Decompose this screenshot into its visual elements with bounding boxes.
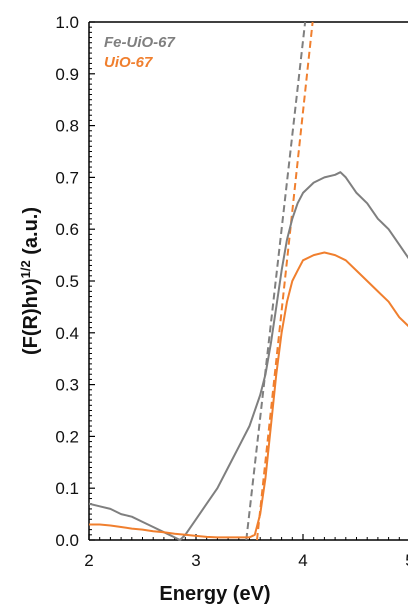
y-axis-title: (F(R)hν)1/2 (a.u.) (18, 207, 43, 355)
series-line-2 (89, 251, 408, 539)
y-tick-label: 0.3 (55, 376, 79, 395)
y-tick-label: 0.5 (55, 272, 79, 291)
y-tick-label: 0.9 (55, 65, 79, 84)
y-tick-label: 0.0 (55, 531, 79, 550)
y-tick-label: 0.6 (55, 220, 79, 239)
y-tick-label: 0.4 (55, 324, 79, 343)
x-tick-label: 4 (298, 551, 307, 570)
tangent-line-2 (255, 21, 314, 541)
x-tick-label: 5 (405, 551, 408, 570)
legend-entry-2: UiO-67 (104, 54, 153, 71)
series-line-1 (89, 171, 408, 541)
y-tick-label: 1.0 (55, 13, 79, 32)
x-axis-title: Energy (eV) (159, 583, 270, 605)
y-tick-label: 0.7 (55, 168, 79, 187)
tangent-line-1 (245, 21, 307, 541)
y-tick-label: 0.2 (55, 427, 79, 446)
x-tick-label: 2 (84, 551, 93, 570)
legend-entry-1: Fe-UiO-67 (104, 34, 176, 51)
y-tick-label: 0.1 (55, 479, 79, 498)
y-tick-label: 0.8 (55, 117, 79, 136)
x-tick-label: 3 (191, 551, 200, 570)
